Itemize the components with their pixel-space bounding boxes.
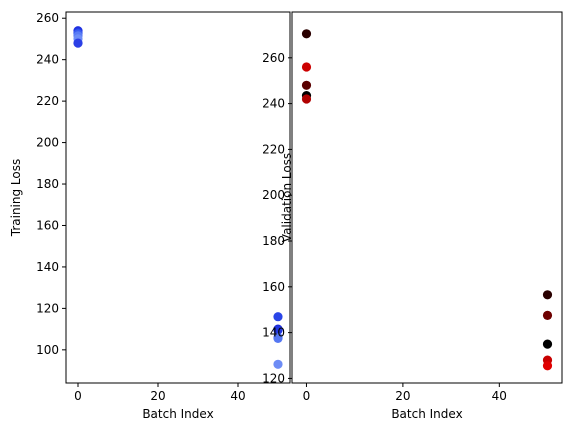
training-x-tick-label-0: 0 xyxy=(74,389,82,403)
training-y-tick-label-1: 120 xyxy=(36,301,59,315)
training-point-8 xyxy=(273,325,283,335)
validation-point-9 xyxy=(542,361,553,371)
validation-x-tick-label-0: 0 xyxy=(303,389,311,403)
training-loss-plot: 0 20 40 100 120 140 160 180 200 220 240 260 Batch In… xyxy=(9,11,291,421)
training-y-tick-label-2: 140 xyxy=(36,260,59,274)
validation-point-4 xyxy=(301,94,312,104)
validation-y-tick-label-2: 160 xyxy=(262,280,285,294)
validation-y-tick-label-5: 220 xyxy=(262,142,285,156)
training-y-tick-label-5: 200 xyxy=(36,136,59,150)
validation-x-axis-label: Batch Index xyxy=(391,407,462,421)
validation-x-tick-label-2: 40 xyxy=(492,389,507,403)
training-x-tick-label-2: 40 xyxy=(230,389,245,403)
validation-x-tick-label-1: 20 xyxy=(395,389,410,403)
training-y-tick-label-0: 100 xyxy=(36,343,59,357)
training-y-axis-label: Training Loss xyxy=(9,159,23,237)
validation-point-2 xyxy=(301,80,312,90)
training-y-tick-label-7: 240 xyxy=(36,53,59,67)
validation-point-6 xyxy=(542,310,553,320)
validation-point-7 xyxy=(542,339,553,349)
training-y-tick-label-3: 160 xyxy=(36,218,59,232)
training-point-10 xyxy=(273,333,283,343)
validation-point-1 xyxy=(301,62,312,72)
training-y-tick-label-6: 220 xyxy=(36,94,59,108)
validation-point-5 xyxy=(542,290,553,300)
validation-y-tick-label-0: 120 xyxy=(262,371,285,385)
validation-y-tick-label-7: 260 xyxy=(262,51,285,65)
training-y-tick-label-8: 260 xyxy=(36,11,59,25)
validation-y-tick-label-6: 240 xyxy=(262,97,285,111)
validation-y-tick-label-1: 140 xyxy=(262,326,285,340)
validation-loss-plot: 0 20 40 120 140 160 180 200 220 240 260 Batch Index… xyxy=(262,11,563,421)
validation-axes-frame xyxy=(291,11,563,384)
training-x-tick-label-1: 20 xyxy=(150,389,165,403)
training-point-5 xyxy=(73,38,83,48)
training-point-11 xyxy=(273,359,283,369)
validation-y-axis-label: Validation Loss xyxy=(280,153,294,242)
validation-y-tick-label-4: 200 xyxy=(262,188,285,202)
training-y-tick-label-4: 180 xyxy=(36,177,59,191)
training-axes-frame xyxy=(65,11,291,384)
training-x-axis-label: Batch Index xyxy=(142,407,213,421)
training-point-6 xyxy=(273,312,283,322)
validation-y-tick-label-3: 180 xyxy=(262,234,285,248)
validation-point-0 xyxy=(301,29,312,39)
